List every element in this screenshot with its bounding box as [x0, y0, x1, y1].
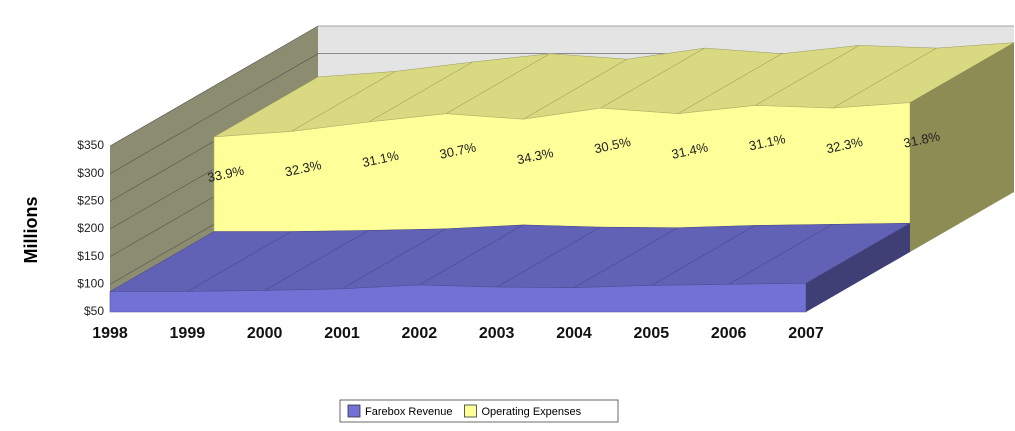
y-tick-label: $300	[77, 166, 104, 180]
x-tick-label: 2004	[556, 325, 592, 342]
y-tick-label: $100	[77, 277, 104, 291]
x-tick-label: 2005	[634, 325, 670, 342]
y-axis-label: Millions	[21, 197, 41, 264]
grid-line	[109, 25, 1014, 147]
y-tick-label: $350	[77, 138, 104, 152]
y-tick-label: $150	[77, 249, 104, 263]
x-tick-label: 2002	[402, 325, 438, 342]
x-tick-label: 2007	[788, 325, 824, 342]
legend-label: Operating Expenses	[481, 406, 581, 418]
legend-label: Farebox Revenue	[365, 406, 452, 418]
area-side	[806, 223, 910, 312]
x-tick-label: 1998	[92, 325, 128, 342]
x-tick-label: 2003	[479, 325, 515, 342]
legend: Farebox Revenue Operating Expenses	[339, 399, 619, 423]
x-tick-label: 2001	[324, 325, 360, 342]
y-tick-label: $200	[77, 221, 104, 235]
area-side	[910, 42, 1014, 252]
x-tick-label: 1999	[170, 325, 206, 342]
legend-swatch	[347, 404, 361, 418]
legend-swatch	[464, 404, 477, 418]
y-tick-label: $50	[84, 304, 104, 318]
x-tick-label: 2000	[247, 325, 283, 342]
legend-box	[339, 399, 619, 423]
x-tick-label: 2006	[711, 325, 747, 342]
y-tick-label: $250	[77, 194, 104, 208]
